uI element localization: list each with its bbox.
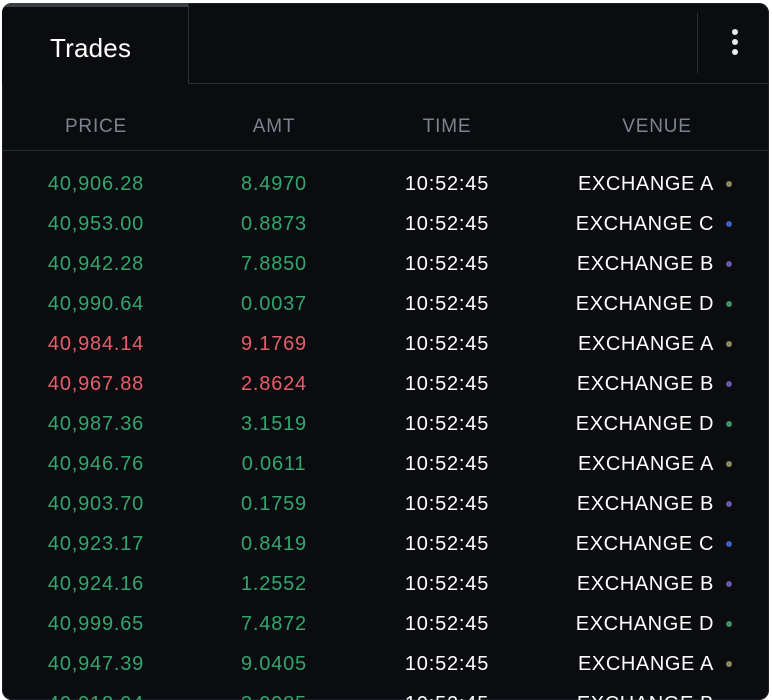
trade-time: 10:52:45 <box>404 653 490 675</box>
venue-dot-icon <box>726 181 732 187</box>
column-header-time[interactable]: TIME <box>422 116 472 137</box>
venue-dot-icon <box>726 341 732 347</box>
tab-trades[interactable]: Trades <box>2 3 189 83</box>
table-row[interactable]: 40,903.70 0.1759 10:52:45 EXCHANGE B <box>2 483 769 523</box>
trade-amount: 0.0611 <box>241 453 307 475</box>
trade-venue: EXCHANGE A <box>577 653 714 675</box>
trade-venue: EXCHANGE C <box>575 533 714 555</box>
trade-amount: 0.8873 <box>241 213 307 235</box>
table-row[interactable]: 40,999.65 7.4872 10:52:45 EXCHANGE D <box>2 603 769 643</box>
venue-dot-icon <box>726 541 732 547</box>
trade-amount: 8.4970 <box>241 173 307 195</box>
trade-venue: EXCHANGE C <box>575 213 714 235</box>
more-vertical-icon <box>732 39 738 45</box>
venue-dot-icon <box>726 461 732 467</box>
trade-time: 10:52:45 <box>404 173 490 195</box>
more-vertical-icon <box>732 49 738 55</box>
more-vertical-icon <box>732 29 738 35</box>
trade-amount: 3.0985 <box>241 693 307 700</box>
venue-dot-icon <box>726 621 732 627</box>
venue-dot-icon <box>726 221 732 227</box>
trade-venue: EXCHANGE A <box>577 333 714 355</box>
trade-venue: EXCHANGE D <box>575 613 714 635</box>
table-row[interactable]: 40,953.00 0.8873 10:52:45 EXCHANGE C <box>2 203 769 243</box>
trade-amount: 2.8624 <box>241 373 307 395</box>
trade-time: 10:52:45 <box>404 613 490 635</box>
table-row[interactable]: 40,947.39 9.0405 10:52:45 EXCHANGE A <box>2 643 769 683</box>
table-row[interactable]: 40,967.88 2.8624 10:52:45 EXCHANGE B <box>2 363 769 403</box>
table-row[interactable]: 40,923.17 0.8419 10:52:45 EXCHANGE C <box>2 523 769 563</box>
trade-time: 10:52:45 <box>404 373 490 395</box>
trade-venue: EXCHANGE A <box>577 453 714 475</box>
trade-amount: 1.2552 <box>241 573 307 595</box>
trade-venue: EXCHANGE B <box>576 493 714 515</box>
trade-venue: EXCHANGE D <box>575 293 714 315</box>
tab-bar: Trades <box>2 3 769 85</box>
trade-amount: 3.1519 <box>241 413 307 435</box>
table-row[interactable]: 40,918.04 3.0985 10:52:45 EXCHANGE B <box>2 683 769 700</box>
trade-venue: EXCHANGE B <box>576 573 714 595</box>
table-row[interactable]: 40,942.28 7.8850 10:52:45 EXCHANGE B <box>2 243 769 283</box>
trade-price: 40,903.70 <box>47 493 145 515</box>
trade-amount: 9.1769 <box>241 333 307 355</box>
trade-time: 10:52:45 <box>404 453 490 475</box>
more-options-button[interactable] <box>714 25 754 61</box>
trade-venue: EXCHANGE B <box>576 373 714 395</box>
trade-time: 10:52:45 <box>405 693 489 700</box>
trade-amount: 7.4872 <box>241 613 307 635</box>
tab-trades-label: Trades <box>50 33 132 63</box>
table-header: PRICE AMT TIME VENUE <box>2 84 769 151</box>
trade-amount: 9.0405 <box>241 653 307 675</box>
trade-price: 40,942.28 <box>47 253 145 275</box>
trade-time: 10:52:45 <box>404 253 490 275</box>
toolbar-divider <box>697 13 698 73</box>
trade-time: 10:52:45 <box>404 573 490 595</box>
table-row[interactable]: 40,984.14 9.1769 10:52:45 EXCHANGE A <box>2 323 769 363</box>
venue-dot-icon <box>726 501 732 507</box>
trade-price: 40,946.76 <box>47 453 145 475</box>
table-row[interactable]: 40,946.76 0.0611 10:52:45 EXCHANGE A <box>2 443 769 483</box>
trade-venue: EXCHANGE B <box>577 693 714 700</box>
column-header-amt[interactable]: AMT <box>252 116 296 137</box>
trade-price: 40,906.28 <box>47 173 145 195</box>
table-row[interactable]: 40,924.16 1.2552 10:52:45 EXCHANGE B <box>2 563 769 603</box>
trade-time: 10:52:45 <box>404 213 490 235</box>
trade-price: 40,967.88 <box>47 373 145 395</box>
trade-amount: 7.8850 <box>241 253 307 275</box>
venue-dot-icon <box>726 421 732 427</box>
venue-dot-icon <box>726 261 732 267</box>
column-header-venue[interactable]: VENUE <box>622 116 692 137</box>
trade-price: 40,984.14 <box>47 333 145 355</box>
trade-time: 10:52:45 <box>404 493 490 515</box>
table-row[interactable]: 40,987.36 3.1519 10:52:45 EXCHANGE D <box>2 403 769 443</box>
trade-venue: EXCHANGE B <box>576 253 714 275</box>
trade-price: 40,987.36 <box>47 413 145 435</box>
active-tab-indicator <box>2 82 188 85</box>
table-row[interactable]: 40,990.64 0.0037 10:52:45 EXCHANGE D <box>2 283 769 323</box>
column-header-price[interactable]: PRICE <box>64 116 128 137</box>
trade-price: 40,918.04 <box>48 693 144 700</box>
venue-dot-icon <box>726 301 732 307</box>
trade-price: 40,947.39 <box>47 653 145 675</box>
trade-amount: 0.0037 <box>241 293 307 315</box>
trade-price: 40,999.65 <box>47 613 145 635</box>
venue-dot-icon <box>726 661 732 667</box>
venue-dot-icon <box>726 381 732 387</box>
trade-time: 10:52:45 <box>404 413 490 435</box>
trade-price: 40,923.17 <box>47 533 145 555</box>
trade-venue: EXCHANGE D <box>575 413 714 435</box>
trade-venue: EXCHANGE A <box>577 173 714 195</box>
trade-time: 10:52:45 <box>404 533 490 555</box>
trade-price: 40,953.00 <box>47 213 145 235</box>
venue-dot-icon <box>726 581 732 587</box>
trade-amount: 0.8419 <box>241 533 307 555</box>
trade-price: 40,990.64 <box>47 293 145 315</box>
trade-time: 10:52:45 <box>404 293 490 315</box>
trade-amount: 0.1759 <box>241 493 307 515</box>
trade-time: 10:52:45 <box>404 333 490 355</box>
trade-price: 40,924.16 <box>47 573 145 595</box>
table-row[interactable]: 40,906.28 8.4970 10:52:45 EXCHANGE A <box>2 163 769 203</box>
trades-panel: Trades PRICE AMT TIME VENUE 40,906.28 8.4… <box>2 3 769 700</box>
